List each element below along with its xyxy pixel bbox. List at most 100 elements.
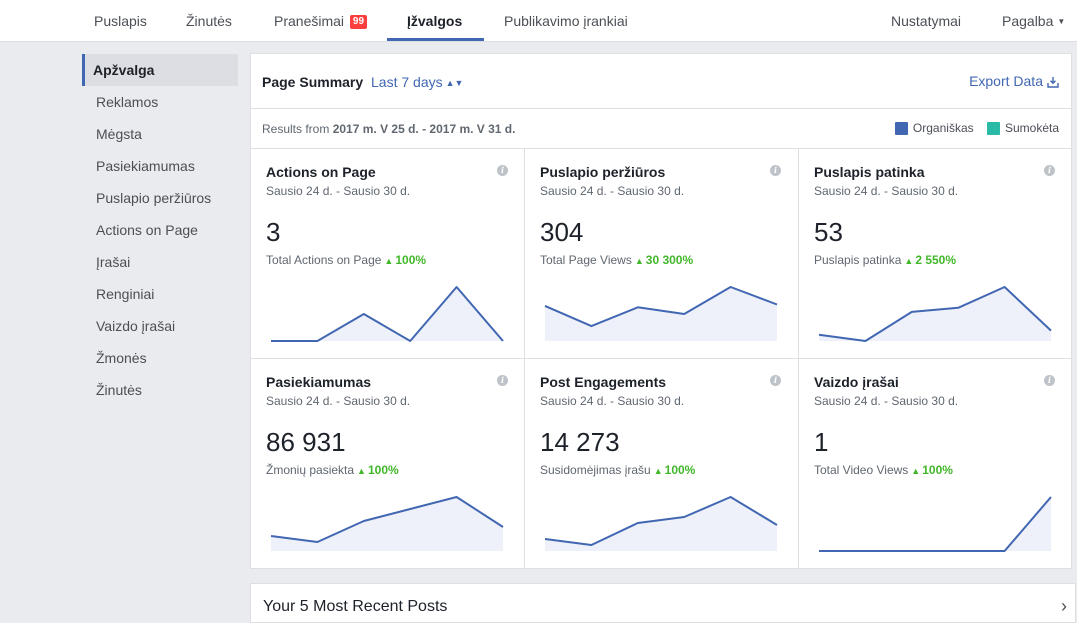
card-change: ▲ 30 300% [635, 253, 693, 267]
metric-card-reach[interactable]: Pasiekiamumas Sausio 24 d. - Sausio 30 d… [251, 358, 525, 568]
tab-pranesimai[interactable]: Pranešimai 99 [274, 0, 368, 41]
card-label: Total Video Views ▲ 100% [814, 463, 953, 477]
sparkline-chart [270, 496, 504, 551]
sparkline-area [271, 287, 503, 341]
card-metric-label: Susidomėjimas įrašu [540, 463, 651, 477]
card-change-value: 2 550% [915, 253, 957, 267]
card-label: Total Actions on Page ▲ 100% [266, 253, 426, 267]
sparkline-area [545, 497, 777, 551]
triangle-up-icon: ▲ [904, 256, 914, 266]
sidebar-item-renginiai[interactable]: Renginiai [96, 286, 155, 302]
sidebar-item-reklamos[interactable]: Reklamos [96, 94, 159, 110]
sidebar-item-zinutes[interactable]: Žinutės [96, 382, 142, 398]
results-dates: 2017 m. V 25 d. - 2017 m. V 31 d. [332, 122, 516, 136]
summary-header: Page Summary Last 7 days ▲▼ Export Data [251, 54, 1071, 109]
sparkline-chart [818, 286, 1052, 342]
card-change: ▲ 100% [357, 463, 399, 477]
info-icon[interactable]: i [1044, 375, 1055, 386]
results-prefix: Results from [262, 122, 330, 136]
sort-arrows-icon: ▲▼ [445, 78, 464, 88]
sidebar-item-vaizdo-irasai[interactable]: Vaizdo įrašai [96, 318, 176, 334]
sparkline-chart [271, 286, 504, 342]
card-change-value: 30 300% [645, 253, 694, 267]
sidebar-item-puslapio-perziuros[interactable]: Puslapio peržiūros [96, 190, 212, 206]
card-title: Vaizdo įrašai [814, 374, 899, 390]
card-value: 86 931 [266, 427, 346, 457]
recent-posts-title: Your 5 Most Recent Posts [263, 598, 448, 615]
download-icon [1047, 77, 1059, 88]
card-value: 1 [814, 427, 829, 457]
triangle-up-icon: ▲ [384, 256, 394, 266]
chevron-right-icon[interactable]: › [1061, 596, 1067, 616]
info-icon[interactable]: i [497, 375, 508, 386]
sparkline-chart [544, 286, 778, 341]
summary-title: Page Summary [262, 74, 364, 90]
sidebar: Apžvalga Reklamos Mėgsta Pasiekiamumas P… [82, 54, 238, 406]
sparkline-line [544, 286, 778, 328]
legend-label-organic: Organiškas [912, 121, 974, 135]
legend-item-paid: Sumokėta [986, 121, 1059, 135]
card-dates: Sausio 24 d. - Sausio 30 d. [266, 394, 411, 408]
sidebar-item-apzvalga[interactable]: Apžvalga [82, 54, 238, 86]
date-range-label: Last 7 days [371, 74, 443, 90]
card-dates: Sausio 24 d. - Sausio 30 d. [814, 184, 959, 198]
card-dates: Sausio 24 d. - Sausio 30 d. [540, 184, 685, 198]
legend: Organiškas Sumokėta [885, 121, 1059, 135]
page-summary-panel: Page Summary Last 7 days ▲▼ Export Data R… [250, 53, 1072, 569]
tab-izvalgos[interactable]: Įžvalgos [407, 13, 463, 29]
card-metric-label: Žmonių pasiekta [266, 463, 355, 477]
tab-zinutes[interactable]: Žinutės [186, 13, 232, 29]
card-metric-label: Total Page Views [540, 253, 632, 267]
info-icon[interactable]: i [1044, 165, 1055, 176]
sparkline-line [819, 496, 1052, 552]
triangle-up-icon: ▲ [357, 466, 366, 476]
triangle-up-icon: ▲ [653, 466, 663, 476]
recent-posts-section[interactable]: Your 5 Most Recent Posts › [250, 583, 1076, 623]
sparkline-area [819, 287, 1051, 341]
sparkline-area [819, 497, 1051, 551]
tab-puslapis[interactable]: Puslapis [94, 13, 147, 29]
info-icon[interactable]: i [770, 165, 781, 176]
card-title: Puslapis patinka [814, 164, 925, 180]
tab-pranesimai-label: Pranešimai [274, 13, 345, 29]
sidebar-item-pasiekiamumas[interactable]: Pasiekiamumas [96, 158, 195, 174]
sparkline-line [818, 286, 1052, 342]
export-data-label: Export Data [969, 73, 1043, 89]
card-value: 3 [266, 217, 281, 247]
sparkline-line [270, 496, 504, 543]
settings-link[interactable]: Nustatymai [891, 13, 962, 29]
sidebar-item-megsta[interactable]: Mėgsta [96, 126, 142, 142]
card-title: Post Engagements [540, 374, 667, 390]
card-dates: Sausio 24 d. - Sausio 30 d. [540, 394, 685, 408]
card-value: 304 [540, 217, 584, 247]
help-menu[interactable]: Pagalba ▼ [1002, 0, 1065, 41]
sidebar-item-zmones[interactable]: Žmonės [96, 350, 147, 366]
card-label: Žmonių pasiekta ▲ 100% [266, 463, 399, 477]
info-icon[interactable]: i [497, 165, 508, 176]
tab-publikavimo-irankiai[interactable]: Publikavimo įrankiai [504, 13, 628, 29]
sidebar-item-irasai[interactable]: Įrašai [96, 254, 131, 270]
card-dates: Sausio 24 d. - Sausio 30 d. [814, 394, 959, 408]
sparkline-chart [819, 496, 1052, 552]
legend-label-paid: Sumokėta [1004, 121, 1059, 135]
metric-card-post-engagements[interactable]: Post Engagements Sausio 24 d. - Sausio 3… [524, 358, 798, 568]
info-icon[interactable]: i [770, 375, 781, 386]
card-value: 14 273 [540, 427, 620, 457]
card-label: Puslapis patinka ▲ 2 550% [814, 253, 956, 267]
sidebar-item-actions-on-page[interactable]: Actions on Page [96, 222, 198, 238]
metric-card-page-likes[interactable]: Puslapis patinka Sausio 24 d. - Sausio 3… [798, 148, 1072, 358]
export-data-button[interactable]: Export Data [969, 73, 1059, 89]
help-label: Pagalba [1002, 13, 1054, 29]
sparkline-line [544, 496, 778, 546]
metric-card-actions-on-page[interactable]: Actions on Page Sausio 24 d. - Sausio 30… [251, 148, 525, 358]
card-change: ▲ 100% [384, 253, 426, 267]
notification-badge: 99 [349, 15, 368, 29]
card-title: Actions on Page [266, 164, 376, 180]
card-title: Puslapio peržiūros [540, 164, 666, 180]
results-range: Results from 2017 m. V 25 d. - 2017 m. V… [262, 122, 515, 136]
date-range-select[interactable]: Last 7 days ▲▼ [371, 74, 463, 90]
metric-card-page-views[interactable]: Puslapio peržiūros Sausio 24 d. - Sausio… [524, 148, 798, 358]
active-tab-indicator [387, 38, 484, 41]
chevron-down-icon: ▼ [1057, 17, 1066, 26]
metric-card-videos[interactable]: Vaizdo įrašai Sausio 24 d. - Sausio 30 d… [798, 358, 1072, 568]
